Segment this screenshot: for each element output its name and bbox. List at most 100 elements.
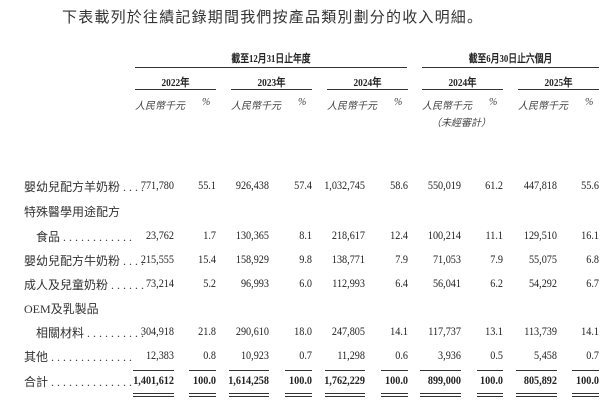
- percent-cell: 58.6: [390, 178, 408, 192]
- year-header: 2023年: [257, 77, 286, 89]
- value-cell: 218,617: [331, 228, 365, 242]
- value-cell: 11,298: [337, 348, 365, 362]
- percent-cell: 100.0: [385, 373, 408, 387]
- table-row: 合計 . . . . . . . . . . . . . . 1,401,612 1…: [0, 373, 616, 391]
- year-header: 2024年: [353, 77, 382, 89]
- divider: [422, 89, 503, 90]
- subtotal-rule: [572, 370, 599, 371]
- value-cell: 12,383: [145, 348, 174, 362]
- table-row: 成人及兒童奶粉 . . . . . . 73,214 5.2 96,993 6.0 112…: [0, 276, 616, 294]
- percent-cell: 18.0: [294, 324, 312, 338]
- total-rule: [381, 393, 408, 394]
- row-label: 成人及兒童奶粉 . . . . . .: [24, 278, 145, 292]
- value-cell: 158,929: [235, 252, 269, 266]
- total-rule: [325, 396, 365, 397]
- value-cell: 899,000: [427, 373, 461, 387]
- row-label: 相關材料 . . . . . . . . . .: [24, 326, 145, 340]
- unit-pct-label: %: [585, 97, 594, 108]
- value-cell: 805,892: [523, 373, 557, 387]
- percent-cell: 6.8: [586, 252, 599, 266]
- subtotal-rule: [516, 370, 557, 371]
- unit-value-label: 人民幣千元: [422, 101, 472, 112]
- percent-cell: 6.4: [395, 276, 408, 290]
- value-cell: 96,993: [240, 276, 269, 290]
- unaudited-label: （未經審計）: [431, 118, 491, 129]
- unit-value-label: 人民幣千元: [135, 101, 185, 112]
- percent-cell: 12.4: [390, 228, 408, 242]
- percent-cell: 9.8: [299, 252, 312, 266]
- percent-cell: 55.1: [198, 178, 216, 192]
- unit-value-label: 人民幣千元: [231, 101, 281, 112]
- total-rule: [285, 393, 312, 394]
- percent-cell: 7.9: [490, 252, 503, 266]
- value-cell: 71,053: [432, 252, 461, 266]
- percent-cell: 1.7: [203, 228, 216, 242]
- percent-cell: 0.8: [203, 348, 216, 362]
- divider: [518, 89, 599, 90]
- subtotal-rule: [285, 370, 312, 371]
- percent-cell: 21.8: [198, 324, 216, 338]
- table-row: 其他 . . . . . . . . . . . . . . 12,383 0.8 1…: [0, 348, 616, 366]
- table-row: 嬰幼兒配方牛奶粉 . . . . 215,555 15.4 158,929 9.8 138…: [0, 252, 616, 270]
- group-header-annual: 截至12月31日止年度: [231, 53, 311, 65]
- unit-pct-label: %: [394, 97, 403, 108]
- value-cell: 56,041: [432, 276, 461, 290]
- total-rule: [325, 393, 365, 394]
- percent-cell: 13.1: [485, 324, 503, 338]
- percent-cell: 16.1: [581, 228, 599, 242]
- value-cell: 1,614,258: [228, 373, 269, 387]
- percent-cell: 100.0: [576, 373, 599, 387]
- divider: [231, 89, 312, 90]
- percent-cell: 61.2: [485, 178, 503, 192]
- table-row: 食品 . . . . . . . . . . . . 23,762 1.7 130,3…: [0, 228, 616, 246]
- unit-pct-label: %: [489, 97, 498, 108]
- total-rule: [229, 393, 269, 394]
- subtotal-rule: [477, 370, 503, 371]
- row-label: OEM及乳製品: [24, 302, 99, 316]
- value-cell: 5,458: [534, 348, 557, 362]
- total-rule: [516, 393, 557, 394]
- row-label: 其他 . . . . . . . . . . . . . .: [24, 350, 133, 364]
- divider: [135, 89, 216, 90]
- year-header: 2024年: [448, 77, 477, 89]
- row-label: 嬰幼兒配方羊奶粉 . . . .: [24, 180, 145, 194]
- unit-pct-label: %: [202, 97, 211, 108]
- value-cell: 113,739: [524, 324, 557, 338]
- percent-cell: 5.2: [203, 276, 216, 290]
- table-row: 特殊醫學用途配方: [0, 203, 616, 221]
- total-rule: [477, 396, 503, 397]
- percent-cell: 14.1: [581, 324, 599, 338]
- year-header: 2022年: [161, 77, 190, 89]
- value-cell: 304,918: [140, 324, 174, 338]
- total-rule: [229, 396, 269, 397]
- percent-cell: 15.4: [198, 252, 216, 266]
- percent-cell: 0.6: [395, 348, 408, 362]
- table-row: 嬰幼兒配方羊奶粉 . . . . 771,780 55.1 926,438 57.4 1,…: [0, 178, 616, 196]
- value-cell: 1,401,612: [133, 373, 174, 387]
- subtotal-rule: [420, 370, 461, 371]
- value-cell: 112,993: [332, 276, 365, 290]
- value-cell: 1,032,745: [324, 178, 365, 192]
- year-header: 2025年: [544, 77, 573, 89]
- value-cell: 130,365: [235, 228, 269, 242]
- row-label: 特殊醫學用途配方: [24, 205, 121, 219]
- value-cell: 550,019: [427, 178, 461, 192]
- percent-cell: 6.0: [299, 276, 312, 290]
- divider: [135, 67, 407, 68]
- percent-cell: 57.4: [294, 178, 312, 192]
- unit-value-label: 人民幣千元: [518, 101, 568, 112]
- intro-text: 下表載列於往績記錄期間我們按產品類別劃分的收入明細。: [62, 10, 484, 26]
- total-rule: [133, 393, 174, 394]
- percent-cell: 8.1: [299, 228, 312, 242]
- unit-pct-label: %: [298, 97, 307, 108]
- percent-cell: 11.1: [485, 228, 503, 242]
- value-cell: 73,214: [145, 276, 174, 290]
- percent-cell: 0.5: [490, 348, 503, 362]
- percent-cell: 100.0: [193, 373, 216, 387]
- value-cell: 215,555: [140, 252, 174, 266]
- table-row: 相關材料 . . . . . . . . . . 304,918 21.8 290,6…: [0, 324, 616, 342]
- row-label: 食品 . . . . . . . . . . . .: [24, 230, 133, 244]
- percent-cell: 100.0: [289, 373, 312, 387]
- value-cell: 10,923: [240, 348, 269, 362]
- total-rule: [285, 396, 312, 397]
